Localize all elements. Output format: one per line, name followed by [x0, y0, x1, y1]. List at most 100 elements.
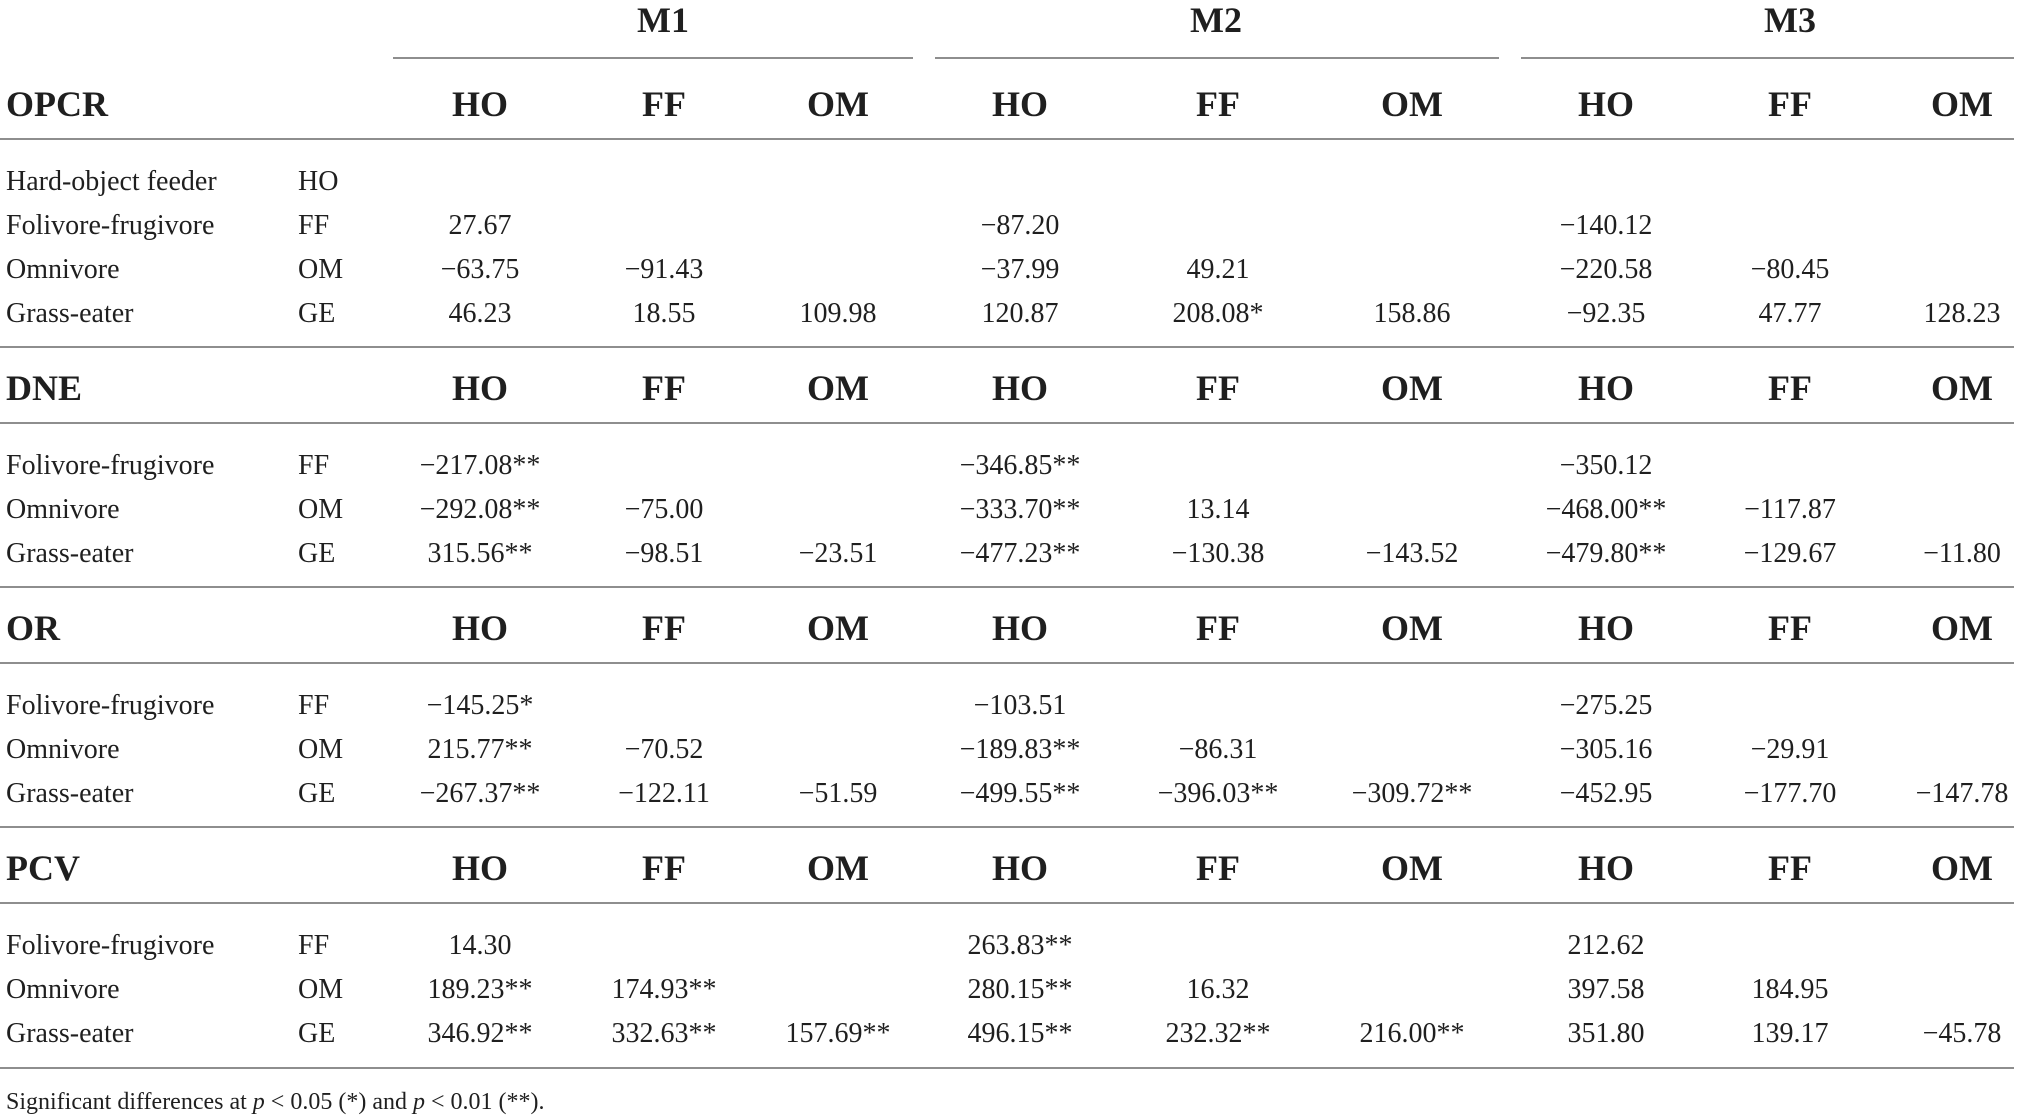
row-abbreviation: HO [298, 166, 339, 197]
table-cell: −130.38 [1171, 538, 1265, 569]
table-cell: 13.14 [1186, 494, 1250, 525]
table-cell: −452.95 [1559, 778, 1653, 809]
column-header: FF [642, 848, 686, 888]
table-cell: −75.00 [624, 494, 704, 525]
row-abbreviation: GE [298, 778, 336, 809]
table-cell: 315.56** [427, 538, 533, 569]
column-header: OM [1931, 848, 1993, 888]
table-cell: −103.51 [973, 690, 1067, 721]
footnote-text: < 0.05 (*) and [264, 1089, 413, 1115]
table-cell: 46.23 [448, 298, 512, 329]
row-label: Omnivore [6, 494, 120, 525]
table-cell: −305.16 [1559, 734, 1653, 765]
column-header: OM [1931, 608, 1993, 648]
row-label: Omnivore [6, 734, 120, 765]
section-title: OR [6, 608, 60, 648]
table-cell: 16.32 [1186, 974, 1250, 1005]
column-header: FF [1768, 848, 1812, 888]
row-label: Omnivore [6, 974, 120, 1005]
row-abbreviation: OM [298, 734, 344, 765]
column-header: OM [1381, 848, 1443, 888]
table-cell: −117.87 [1744, 494, 1836, 525]
section-header-rule [0, 138, 2014, 140]
column-header: FF [1768, 368, 1812, 408]
table-cell: 397.58 [1567, 974, 1645, 1005]
column-header: HO [451, 608, 508, 648]
column-header: OM [1931, 368, 1993, 408]
table-cell: −220.58 [1559, 254, 1653, 285]
table-cell: 212.62 [1567, 930, 1645, 961]
table-cell: 189.23** [427, 974, 533, 1005]
row-label: Hard-object feeder [6, 166, 217, 197]
row-abbreviation: OM [298, 254, 344, 285]
column-header: HO [1577, 608, 1634, 648]
column-header: HO [991, 368, 1048, 408]
column-header: OM [807, 84, 869, 124]
table-cell: −140.12 [1559, 210, 1653, 241]
column-header: OM [1931, 84, 1993, 124]
table-cell: −51.59 [798, 778, 878, 809]
column-header: HO [451, 368, 508, 408]
table-cell: 120.87 [981, 298, 1059, 329]
column-header: FF [1768, 84, 1812, 124]
column-header: FF [1196, 368, 1240, 408]
section-title: OPCR [6, 84, 108, 124]
section-separator-rule [0, 826, 2014, 828]
table-cell: −396.03** [1157, 778, 1279, 809]
table-cell: −122.11 [618, 778, 710, 809]
row-abbreviation: GE [298, 1018, 336, 1049]
table-cell: 346.92** [427, 1018, 533, 1049]
column-header: FF [1196, 84, 1240, 124]
table-cell: 14.30 [448, 930, 512, 961]
row-abbreviation: FF [298, 450, 330, 481]
group-rule-m2 [935, 57, 1499, 59]
table-cell: 49.21 [1186, 254, 1250, 285]
bottom-rule [0, 1067, 2014, 1069]
column-header: OM [807, 848, 869, 888]
group-header-m3: M3 [1764, 0, 1816, 40]
table-cell: 27.67 [448, 210, 512, 241]
table-cell: 232.32** [1165, 1018, 1271, 1049]
row-label: Grass-eater [6, 1018, 134, 1049]
row-label: Grass-eater [6, 538, 134, 569]
table-cell: 496.15** [967, 1018, 1073, 1049]
table-cell: −292.08** [419, 494, 541, 525]
table-cell: −80.45 [1750, 254, 1830, 285]
column-header: FF [642, 368, 686, 408]
group-rule-m3 [1521, 57, 2014, 59]
table-cell: −129.67 [1743, 538, 1837, 569]
column-header: FF [1768, 608, 1812, 648]
table-cell: −275.25 [1559, 690, 1653, 721]
table-cell: −37.99 [980, 254, 1060, 285]
table-cell: −11.80 [1923, 538, 2001, 569]
row-abbreviation: GE [298, 538, 336, 569]
table-cell: −309.72** [1351, 778, 1473, 809]
section-header-rule [0, 422, 2014, 424]
section-header-rule [0, 662, 2014, 664]
row-abbreviation: FF [298, 210, 330, 241]
footnote-p-symbol: p [252, 1089, 265, 1115]
row-abbreviation: GE [298, 298, 336, 329]
table-cell: −350.12 [1559, 450, 1653, 481]
table-cell: 208.08* [1172, 298, 1264, 329]
table-cell: −29.91 [1750, 734, 1830, 765]
row-label: Folivore-frugivore [6, 930, 215, 961]
row-label: Grass-eater [6, 778, 134, 809]
column-header: OM [1381, 368, 1443, 408]
column-header: FF [1196, 848, 1240, 888]
table-cell: 157.69** [785, 1018, 891, 1049]
table-cell: 47.77 [1758, 298, 1822, 329]
row-label: Folivore-frugivore [6, 450, 215, 481]
table-cell: −70.52 [624, 734, 704, 765]
row-abbreviation: FF [298, 690, 330, 721]
table-cell: 18.55 [632, 298, 696, 329]
row-abbreviation: OM [298, 494, 344, 525]
table-cell: −87.20 [980, 210, 1060, 241]
table-cell: 139.17 [1751, 1018, 1829, 1049]
table-cell: −45.78 [1922, 1018, 2002, 1049]
column-header: FF [642, 608, 686, 648]
section-separator-rule [0, 346, 2014, 348]
table-cell: −91.43 [624, 254, 704, 285]
table-cell: −189.83** [959, 734, 1081, 765]
table-cell: 109.98 [799, 298, 877, 329]
